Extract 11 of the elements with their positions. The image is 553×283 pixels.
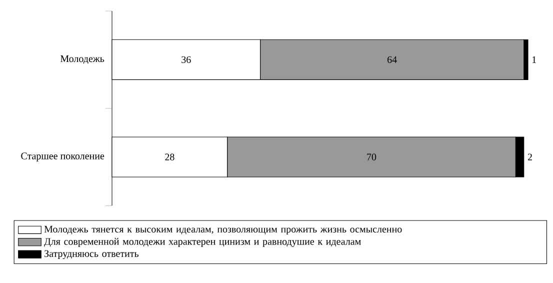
data-label: 36 xyxy=(182,56,191,64)
y-tick-label: Молодежь xyxy=(60,55,104,64)
data-label: 64 xyxy=(388,56,397,64)
legend-label: Для современной молодежи характерен цинизм и равнодушие к идеалам xyxy=(44,238,361,247)
data-label: 28 xyxy=(165,154,174,160)
data-label: 1 xyxy=(532,56,536,63)
data-label: 70 xyxy=(367,154,376,160)
y-tick-label: Старшее поколение xyxy=(21,152,104,162)
legend-label: Молодежь тянется к высоким идеалам, позволяющим прожить жизнь осмысленно xyxy=(44,226,402,235)
data-label: 2 xyxy=(528,154,532,160)
legend-label: Затрудняюсь ответить xyxy=(44,250,139,260)
